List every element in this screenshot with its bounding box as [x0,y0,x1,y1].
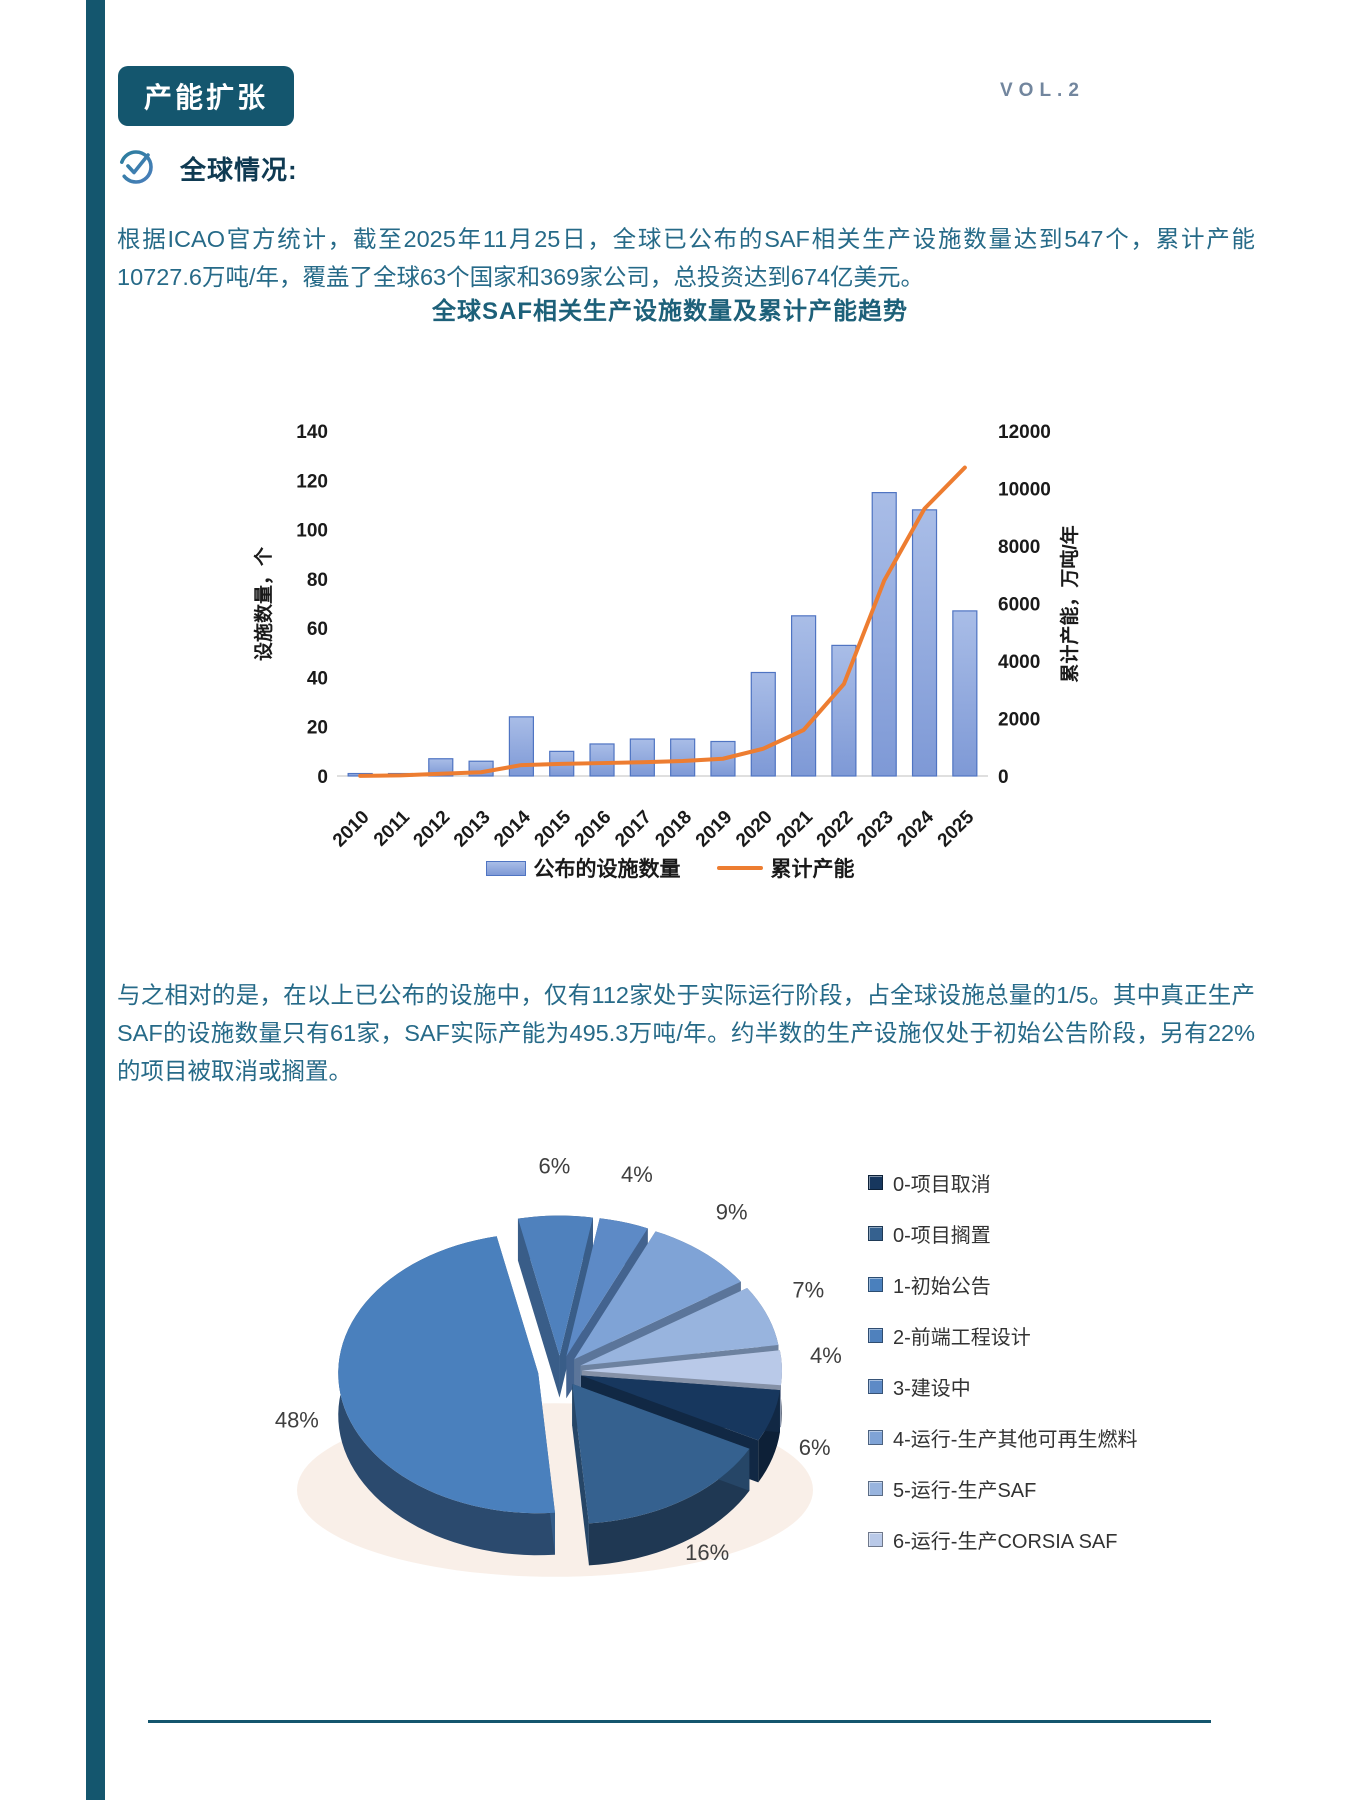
svg-text:6%: 6% [539,1154,571,1179]
svg-text:2015: 2015 [531,806,576,848]
svg-text:2012: 2012 [410,807,455,848]
paragraph-global-stats: 根据ICAO官方统计，截至2025年11月25日，全球已公布的SAF相关生产设施… [117,225,1255,290]
pie-chart: 6% 4% 9% 7% 4% 6% 16% 48% [275,1154,842,1577]
svg-text:80: 80 [307,570,328,591]
pie-legend-label: 5-运行-生产SAF [893,1480,1037,1502]
line-series-swatch-icon [716,866,763,870]
section-heading: 全球情况: [180,155,298,185]
pie-legend-label: 6-运行-生产CORSIA SAF [893,1531,1118,1553]
pie-legend-item: 2-前端工程设计 [868,1325,1137,1349]
svg-text:0: 0 [317,767,328,788]
pie-legend-item: 0-项目取消 [868,1172,1137,1196]
svg-text:2025: 2025 [934,806,979,848]
svg-text:6%: 6% [799,1435,831,1460]
pie-legend-item: 5-运行-生产SAF [868,1478,1137,1502]
pie-chart-block: 6% 4% 9% 7% 4% 6% 16% 48% 0-项目取消 0-项目搁置 1-初始公告 2-前… [240,1000,1220,1600]
svg-text:2021: 2021 [772,806,817,848]
svg-text:4%: 4% [621,1162,653,1187]
legend-item-bar-series: 公布的设施数量 [485,853,681,883]
svg-text:48%: 48% [275,1407,319,1432]
svg-text:2022: 2022 [813,807,858,848]
svg-text:2023: 2023 [853,807,898,848]
pie-legend-swatch-icon [868,1277,883,1292]
svg-text:20: 20 [307,718,328,739]
check-circle-icon [116,146,156,191]
pie-legend: 0-项目取消 0-项目搁置 1-初始公告 2-前端工程设计 3-建设中 4-运行-生产其他… [868,1172,1137,1580]
svg-text:4%: 4% [810,1343,842,1368]
pie-legend-swatch-icon [868,1430,883,1445]
pie-legend-swatch-icon [868,1226,883,1241]
pie-legend-label: 2-前端工程设计 [893,1327,1031,1349]
svg-text:40: 40 [307,668,328,689]
svg-text:16%: 16% [685,1540,729,1565]
section-badge: 产能扩张 [118,66,295,126]
svg-text:2024: 2024 [893,806,938,848]
legend-item-line-series: 累计产能 [716,853,855,883]
svg-text:100: 100 [296,521,328,542]
svg-text:2016: 2016 [571,807,616,848]
paragraph-operational-status: 与之相对的是，在以上已公布的设施中，仅有112家处于实际运行阶段，占全球设施总量… [117,981,1255,1084]
pie-legend-label: 0-项目取消 [893,1174,991,1196]
svg-text:设施数量，个: 设施数量，个 [252,546,275,661]
svg-text:2017: 2017 [611,807,656,848]
svg-text:9%: 9% [716,1199,748,1224]
volume-label: VOL.2 [1000,80,1085,101]
bar-chart-title: 全球SAF相关生产设施数量及累计产能趋势 [432,298,908,325]
bar-series-label: 公布的设施数量 [533,858,681,881]
svg-text:60: 60 [307,619,328,640]
pie-legend-item: 3-建设中 [868,1376,1137,1400]
bar-line-chart: 0 20 40 60 80 100 120 140 0 2000 4000 6000 8000 10000… [252,422,1081,848]
svg-text:2000: 2000 [998,710,1040,731]
svg-text:2018: 2018 [651,807,696,848]
pie-legend-item: 1-初始公告 [868,1274,1137,1298]
svg-text:2020: 2020 [732,807,777,848]
pie-legend-swatch-icon [868,1532,883,1547]
pie-legend-label: 0-项目搁置 [893,1225,991,1247]
svg-text:6000: 6000 [998,595,1040,616]
svg-text:140: 140 [296,422,328,443]
svg-text:2013: 2013 [450,807,495,848]
svg-text:2019: 2019 [692,807,737,848]
svg-text:2010: 2010 [329,807,374,848]
svg-text:0: 0 [998,767,1009,788]
svg-text:2014: 2014 [490,806,535,848]
svg-text:10000: 10000 [998,480,1051,501]
pie-legend-swatch-icon [868,1328,883,1343]
line-series-label: 累计产能 [770,858,855,881]
pie-legend-swatch-icon [868,1481,883,1496]
svg-text:8000: 8000 [998,537,1040,558]
svg-text:7%: 7% [792,1278,824,1303]
pie-legend-swatch-icon [868,1379,883,1394]
svg-text:12000: 12000 [998,422,1051,443]
pie-legend-item: 0-项目搁置 [868,1223,1137,1247]
bar-chart-legend: 公布的设施数量 累计产能 [240,853,1100,883]
svg-text:4000: 4000 [998,652,1040,673]
left-margin-band [86,0,105,1800]
pie-legend-label: 4-运行-生产其他可再生燃料 [893,1429,1138,1451]
svg-text:2011: 2011 [370,806,414,848]
bar-series-swatch-icon [485,860,526,876]
pie-legend-swatch-icon [868,1175,883,1190]
pie-legend-label: 1-初始公告 [893,1276,991,1298]
pie-legend-item: 4-运行-生产其他可再生燃料 [868,1427,1137,1451]
pie-legend-item: 6-运行-生产CORSIA SAF [868,1529,1137,1553]
footer-divider [148,1720,1211,1723]
section-header: 全球情况: [116,146,298,191]
svg-text:120: 120 [296,471,328,492]
svg-text:累计产能，万吨/年: 累计产能，万吨/年 [1058,525,1081,682]
pie-legend-label: 3-建设中 [893,1378,971,1400]
